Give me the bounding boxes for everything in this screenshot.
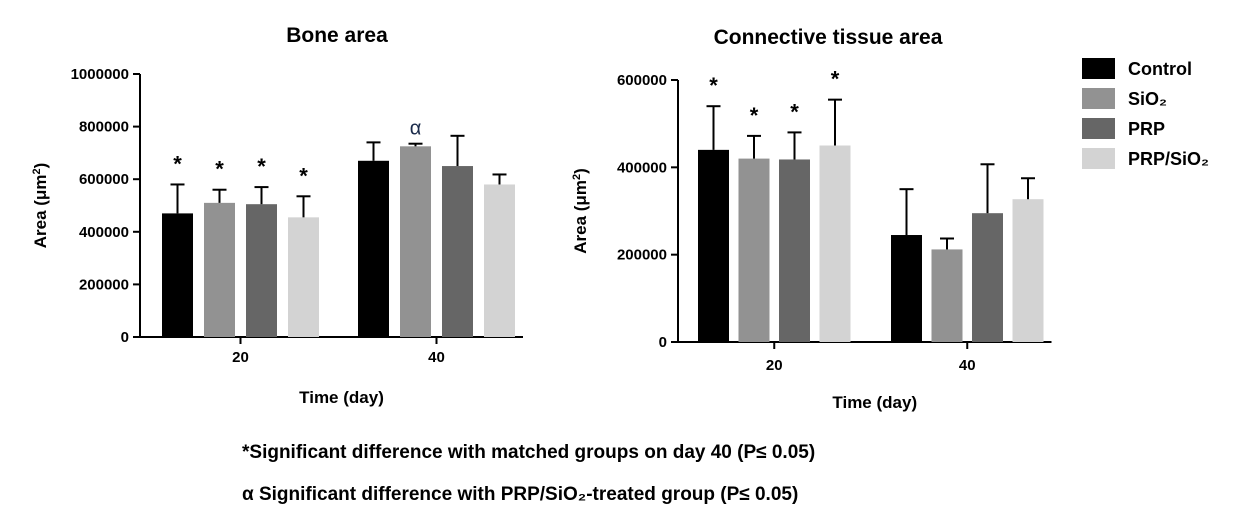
- chart-title: Bone area: [286, 24, 388, 47]
- bar: [400, 146, 431, 337]
- legend-label: PRP: [1128, 119, 1165, 139]
- legend-label: PRP/SiO₂: [1128, 149, 1209, 169]
- y-tick-label: 400000: [79, 224, 129, 241]
- footnote-asterisk: *Significant difference with matched gro…: [242, 442, 816, 463]
- y-tick-label: 600000: [617, 72, 667, 89]
- significance-asterisk: *: [709, 73, 718, 98]
- bar: [698, 149, 729, 342]
- significance-asterisk: *: [790, 99, 799, 124]
- bar: [484, 184, 515, 337]
- legend-swatch: [1082, 118, 1115, 139]
- bar: [972, 213, 1003, 342]
- significance-asterisk: *: [750, 103, 759, 128]
- footnote-alpha: α Significant difference with PRP/SiO₂-t…: [242, 484, 799, 505]
- y-tick-label: 400000: [617, 159, 667, 176]
- legend-label: Control: [1128, 59, 1192, 79]
- chart-title: Connective tissue area: [714, 26, 943, 49]
- significance-asterisk: *: [831, 67, 840, 92]
- y-tick-label: 200000: [617, 247, 667, 264]
- bar: [288, 217, 319, 337]
- bar: [442, 166, 473, 337]
- y-axis-title: Area (μm2): [31, 163, 50, 249]
- x-tick-label: 40: [428, 349, 445, 366]
- y-tick-label: 1000000: [71, 66, 129, 83]
- legend-label: SiO₂: [1128, 89, 1167, 109]
- bar: [891, 235, 922, 342]
- y-tick-label: 0: [659, 334, 667, 351]
- x-tick-label: 40: [959, 357, 976, 374]
- x-tick-label: 20: [232, 349, 249, 366]
- bar: [358, 160, 389, 337]
- bar: [1012, 199, 1044, 342]
- significance-asterisk: *: [173, 151, 182, 176]
- y-tick-label: 600000: [79, 171, 129, 188]
- bar: [204, 202, 235, 337]
- y-tick-label: 0: [121, 329, 129, 346]
- legend-swatch: [1082, 148, 1115, 169]
- x-axis-title: Time (day): [299, 388, 384, 407]
- connective-tissue-area-chart: Connective tissue area 0 200000 400000 60000…: [571, 26, 1052, 412]
- x-axis-title: Time (day): [832, 393, 917, 412]
- bar: [779, 159, 810, 342]
- bar: [738, 158, 770, 342]
- bar: [819, 145, 851, 342]
- bar: [162, 213, 193, 337]
- legend: Control SiO₂ PRP PRP/SiO₂: [1082, 58, 1209, 169]
- y-tick-label: 800000: [79, 119, 129, 136]
- significance-asterisk: *: [299, 163, 308, 188]
- x-tick-label: 20: [766, 357, 783, 374]
- bone-area-chart: Bone area 0 200000 400000 600000 800000 100000…: [31, 24, 523, 407]
- y-tick-label: 200000: [79, 276, 129, 293]
- significance-asterisk: *: [257, 154, 266, 179]
- bar: [931, 249, 963, 342]
- alpha-annotation: α: [410, 118, 422, 140]
- bar: [246, 204, 277, 337]
- y-axis-title: Area (μm2): [571, 168, 590, 254]
- legend-swatch: [1082, 58, 1115, 79]
- legend-swatch: [1082, 88, 1115, 109]
- significance-asterisk: *: [215, 157, 224, 182]
